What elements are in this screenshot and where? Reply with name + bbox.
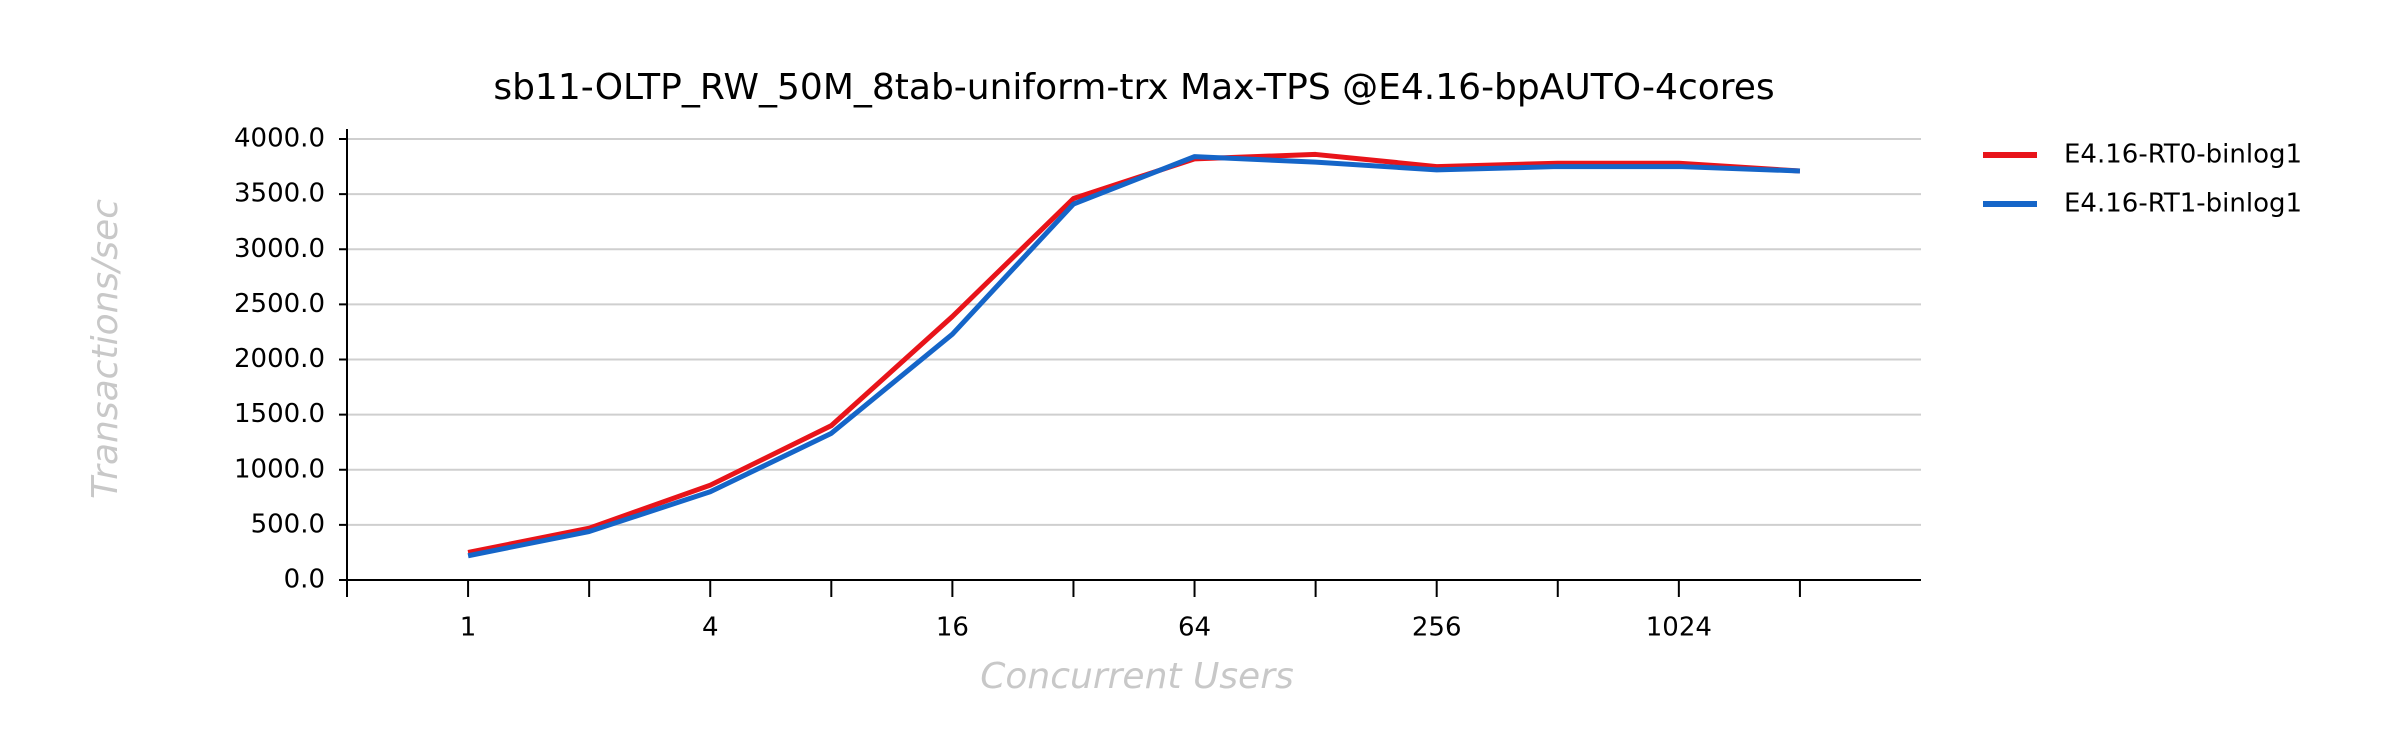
series-line (467, 151, 1801, 555)
y-tick-label: 3000.0 (234, 234, 325, 264)
x-axis-label: Concurrent Users (980, 656, 1294, 697)
x-tick-label: 1024 (1646, 613, 1712, 643)
x-tick-label: 64 (1178, 613, 1211, 643)
y-tick-label: 3500.0 (234, 179, 325, 209)
y-tick-label: 0.0 (284, 565, 325, 595)
x-tick-label: 1 (460, 613, 477, 643)
x-tick-label: 4 (702, 613, 719, 643)
x-tick-label: 16 (936, 613, 969, 643)
legend-label: E4.16-RT0-binlog1 (2064, 140, 2302, 170)
y-tick-label: 1500.0 (234, 399, 325, 429)
y-tick-label: 1000.0 (234, 454, 325, 484)
y-axis-label: Transactions/sec (85, 199, 126, 499)
y-tick-label: 2500.0 (234, 289, 325, 319)
y-tick-label: 2000.0 (234, 344, 325, 374)
y-tick-label: 4000.0 (234, 124, 325, 154)
legend-label: E4.16-RT1-binlog1 (2064, 189, 2302, 219)
x-tick-label: 256 (1412, 613, 1462, 643)
y-tick-label: 500.0 (251, 509, 325, 539)
chart-title: sb11-OLTP_RW_50M_8tab-uniform-trx Max-TP… (493, 67, 1774, 108)
series-line (467, 154, 1801, 559)
